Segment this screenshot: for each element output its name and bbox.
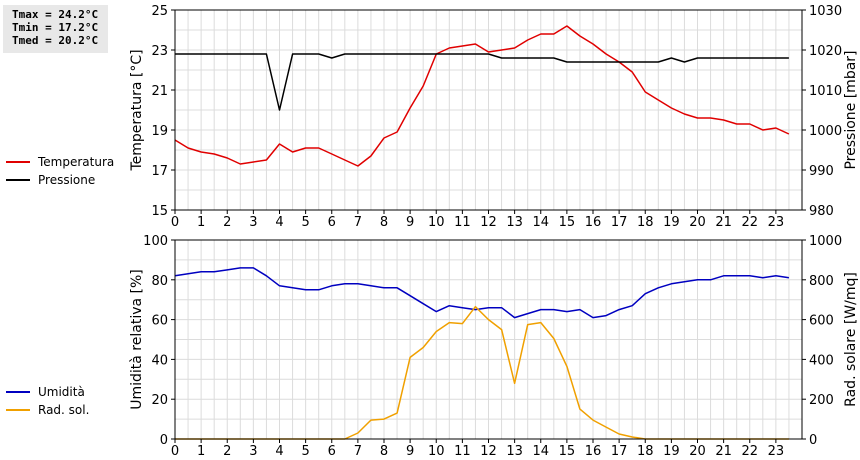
x-tick-label: 12 bbox=[480, 215, 497, 230]
y-left-tick-label: 19 bbox=[151, 124, 168, 139]
x-tick-label: 3 bbox=[249, 444, 257, 459]
y-right-tick-label: 1020 bbox=[809, 44, 842, 59]
y-left-tick-label: 20 bbox=[151, 393, 168, 408]
y-right-tick-label: 1010 bbox=[809, 84, 842, 99]
x-tick-label: 11 bbox=[454, 444, 471, 459]
x-tick-label: 14 bbox=[532, 215, 549, 230]
x-tick-label: 1 bbox=[197, 215, 205, 230]
y-left-tick-label: 21 bbox=[151, 84, 168, 99]
legend: Temperatura Pressione bbox=[6, 155, 114, 187]
x-tick-label: 22 bbox=[741, 215, 758, 230]
y-left-tick-label: 23 bbox=[151, 44, 168, 59]
x-tick-label: 2 bbox=[223, 215, 231, 230]
x-tick-label: 6 bbox=[328, 215, 336, 230]
y-left-tick-label: 40 bbox=[151, 353, 168, 368]
x-tick-label: 16 bbox=[585, 215, 602, 230]
x-tick-label: 21 bbox=[715, 444, 732, 459]
x-tick-label: 16 bbox=[585, 444, 602, 459]
y-right-tick-label: 200 bbox=[809, 393, 834, 408]
x-tick-label: 23 bbox=[768, 215, 785, 230]
x-tick-label: 4 bbox=[275, 215, 283, 230]
tmed-label: Tmed = 20.2°C bbox=[12, 34, 99, 47]
x-tick-label: 20 bbox=[689, 215, 706, 230]
x-tick-label: 0 bbox=[171, 215, 179, 230]
x-tick-label: 22 bbox=[741, 444, 758, 459]
y-right-tick-label: 1000 bbox=[809, 234, 842, 249]
chart-2: 0 1 2 3 4 5 6 7 8 9 10 11 12 13 14 15 16 17 18 19 20 21 22 2302… bbox=[6, 234, 859, 459]
x-tick-label: 18 bbox=[637, 215, 654, 230]
x-tick-label: 4 bbox=[275, 444, 283, 459]
x-tick-label: 23 bbox=[768, 444, 785, 459]
legend: Umidità Rad. sol. bbox=[6, 385, 89, 417]
x-tick-label: 9 bbox=[406, 215, 414, 230]
y-right-tick-label: 990 bbox=[809, 164, 834, 179]
x-tick-label: 5 bbox=[301, 215, 309, 230]
y-left-axis-title: Temperatura [°C] bbox=[129, 49, 145, 171]
y-right-tick-label: 800 bbox=[809, 274, 834, 289]
x-tick-label: 8 bbox=[380, 215, 388, 230]
x-tick-label: 14 bbox=[532, 444, 549, 459]
x-tick-label: 2 bbox=[223, 444, 231, 459]
x-tick-label: 17 bbox=[611, 215, 628, 230]
legend-label: Pressione bbox=[38, 173, 95, 187]
y-right-tick-label: 600 bbox=[809, 314, 834, 329]
y-right-axis-title: Pressione [mbar] bbox=[843, 50, 859, 169]
x-tick-label: 12 bbox=[480, 444, 497, 459]
x-tick-label: 10 bbox=[428, 215, 445, 230]
y-left-tick-label: 17 bbox=[151, 164, 168, 179]
legend-label: Rad. sol. bbox=[38, 403, 89, 417]
x-tick-label: 3 bbox=[249, 215, 257, 230]
y-left-tick-label: 0 bbox=[160, 433, 168, 448]
y-left-tick-label: 60 bbox=[151, 314, 168, 329]
y-left-tick-label: 15 bbox=[151, 204, 168, 219]
x-tick-label: 5 bbox=[301, 444, 309, 459]
y-right-tick-label: 0 bbox=[809, 433, 817, 448]
series-line-temperatura bbox=[174, 25, 790, 167]
x-tick-label: 21 bbox=[715, 215, 732, 230]
y-left-axis-title: Umidità relativa [%] bbox=[129, 269, 145, 410]
grid bbox=[175, 240, 802, 439]
x-tick-label: 8 bbox=[380, 444, 388, 459]
legend-label: Umidità bbox=[38, 385, 85, 399]
y-right-tick-label: 1000 bbox=[809, 124, 842, 139]
x-tick-label: 18 bbox=[637, 444, 654, 459]
x-tick-label: 1 bbox=[197, 444, 205, 459]
tmin-label: Tmin = 17.2°C bbox=[12, 21, 99, 34]
chart-1: 0 1 2 3 4 5 6 7 8 9 10 11 12 13 14 15 16 17 18 19 20 21 22 2315… bbox=[6, 4, 859, 230]
x-tick-label: 19 bbox=[663, 215, 680, 230]
x-tick-label: 11 bbox=[454, 215, 471, 230]
x-tick-label: 17 bbox=[611, 444, 628, 459]
y-right-tick-label: 980 bbox=[809, 204, 834, 219]
x-tick-label: 20 bbox=[689, 444, 706, 459]
y-left-tick-label: 100 bbox=[143, 234, 168, 249]
x-tick-label: 15 bbox=[559, 444, 576, 459]
x-tick-label: 19 bbox=[663, 444, 680, 459]
x-tick-label: 15 bbox=[559, 215, 576, 230]
series-line-umidit- bbox=[174, 267, 790, 319]
x-tick-label: 10 bbox=[428, 444, 445, 459]
y-left-tick-label: 80 bbox=[151, 274, 168, 289]
x-tick-label: 13 bbox=[506, 444, 523, 459]
y-right-tick-label: 1030 bbox=[809, 4, 842, 19]
x-tick-label: 7 bbox=[354, 215, 362, 230]
x-tick-label: 13 bbox=[506, 215, 523, 230]
y-right-axis-title: Rad. solare [W/mq] bbox=[843, 272, 859, 407]
x-tick-label: 7 bbox=[354, 444, 362, 459]
x-tick-label: 9 bbox=[406, 444, 414, 459]
series-line-pressione bbox=[175, 53, 789, 111]
grid bbox=[175, 10, 802, 210]
legend-label: Temperatura bbox=[37, 155, 114, 169]
x-tick-label: 0 bbox=[171, 444, 179, 459]
tmax-label: Tmax = 24.2°C bbox=[12, 8, 99, 21]
x-tick-label: 6 bbox=[328, 444, 336, 459]
stats-box: Tmax = 24.2°C Tmin = 17.2°C Tmed = 20.2°… bbox=[3, 5, 108, 53]
y-left-tick-label: 25 bbox=[151, 4, 168, 19]
y-right-tick-label: 400 bbox=[809, 353, 834, 368]
